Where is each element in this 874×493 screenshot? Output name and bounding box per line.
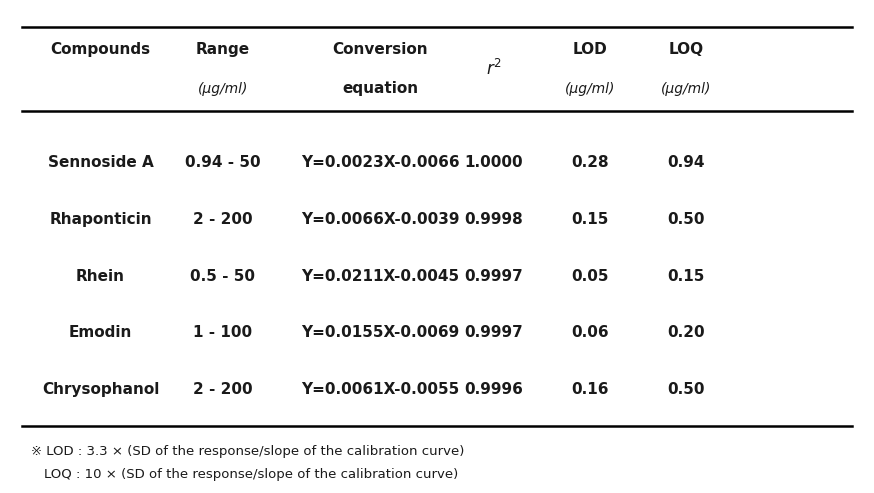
Text: 0.06: 0.06: [571, 325, 609, 340]
Text: LOQ: LOQ: [669, 42, 704, 57]
Text: Compounds: Compounds: [51, 42, 150, 57]
Text: Emodin: Emodin: [69, 325, 132, 340]
Text: 0.94: 0.94: [668, 155, 704, 170]
Text: $\mathit{r}^2$: $\mathit{r}^2$: [486, 59, 502, 79]
Text: Y=0.0155X-0.0069: Y=0.0155X-0.0069: [301, 325, 460, 340]
Text: 0.9996: 0.9996: [464, 382, 524, 397]
Text: Range: Range: [196, 42, 250, 57]
Text: Conversion: Conversion: [332, 42, 428, 57]
Text: 1.0000: 1.0000: [464, 155, 524, 170]
Text: 0.50: 0.50: [668, 382, 704, 397]
Text: 0.05: 0.05: [572, 269, 608, 283]
Text: 0.15: 0.15: [668, 269, 704, 283]
Text: equation: equation: [342, 81, 419, 96]
Text: 1 - 100: 1 - 100: [193, 325, 253, 340]
Text: (μg/ml): (μg/ml): [661, 82, 711, 96]
Text: (μg/ml): (μg/ml): [565, 82, 615, 96]
Text: 0.5 - 50: 0.5 - 50: [191, 269, 255, 283]
Text: 0.94 - 50: 0.94 - 50: [185, 155, 260, 170]
Text: Rhaponticin: Rhaponticin: [49, 212, 152, 227]
Text: Sennoside A: Sennoside A: [48, 155, 153, 170]
Text: LOQ : 10 × (SD of the response/slope of the calibration curve): LOQ : 10 × (SD of the response/slope of …: [44, 468, 458, 481]
Text: Chrysophanol: Chrysophanol: [42, 382, 159, 397]
Text: 2 - 200: 2 - 200: [193, 212, 253, 227]
Text: 0.15: 0.15: [572, 212, 608, 227]
Text: Y=0.0023X-0.0066: Y=0.0023X-0.0066: [301, 155, 460, 170]
Text: 0.9998: 0.9998: [464, 212, 524, 227]
Text: Y=0.0211X-0.0045: Y=0.0211X-0.0045: [302, 269, 459, 283]
Text: LOD: LOD: [572, 42, 607, 57]
Text: 0.28: 0.28: [571, 155, 609, 170]
Text: Y=0.0061X-0.0055: Y=0.0061X-0.0055: [301, 382, 460, 397]
Text: 0.9997: 0.9997: [464, 269, 524, 283]
Text: 0.20: 0.20: [667, 325, 705, 340]
Text: Y=0.0066X-0.0039: Y=0.0066X-0.0039: [301, 212, 460, 227]
Text: 0.16: 0.16: [572, 382, 608, 397]
Text: Rhein: Rhein: [76, 269, 125, 283]
Text: (μg/ml): (μg/ml): [198, 82, 248, 96]
Text: 2 - 200: 2 - 200: [193, 382, 253, 397]
Text: 0.50: 0.50: [668, 212, 704, 227]
Text: ※ LOD : 3.3 × (SD of the response/slope of the calibration curve): ※ LOD : 3.3 × (SD of the response/slope …: [31, 445, 464, 458]
Text: 0.9997: 0.9997: [464, 325, 524, 340]
